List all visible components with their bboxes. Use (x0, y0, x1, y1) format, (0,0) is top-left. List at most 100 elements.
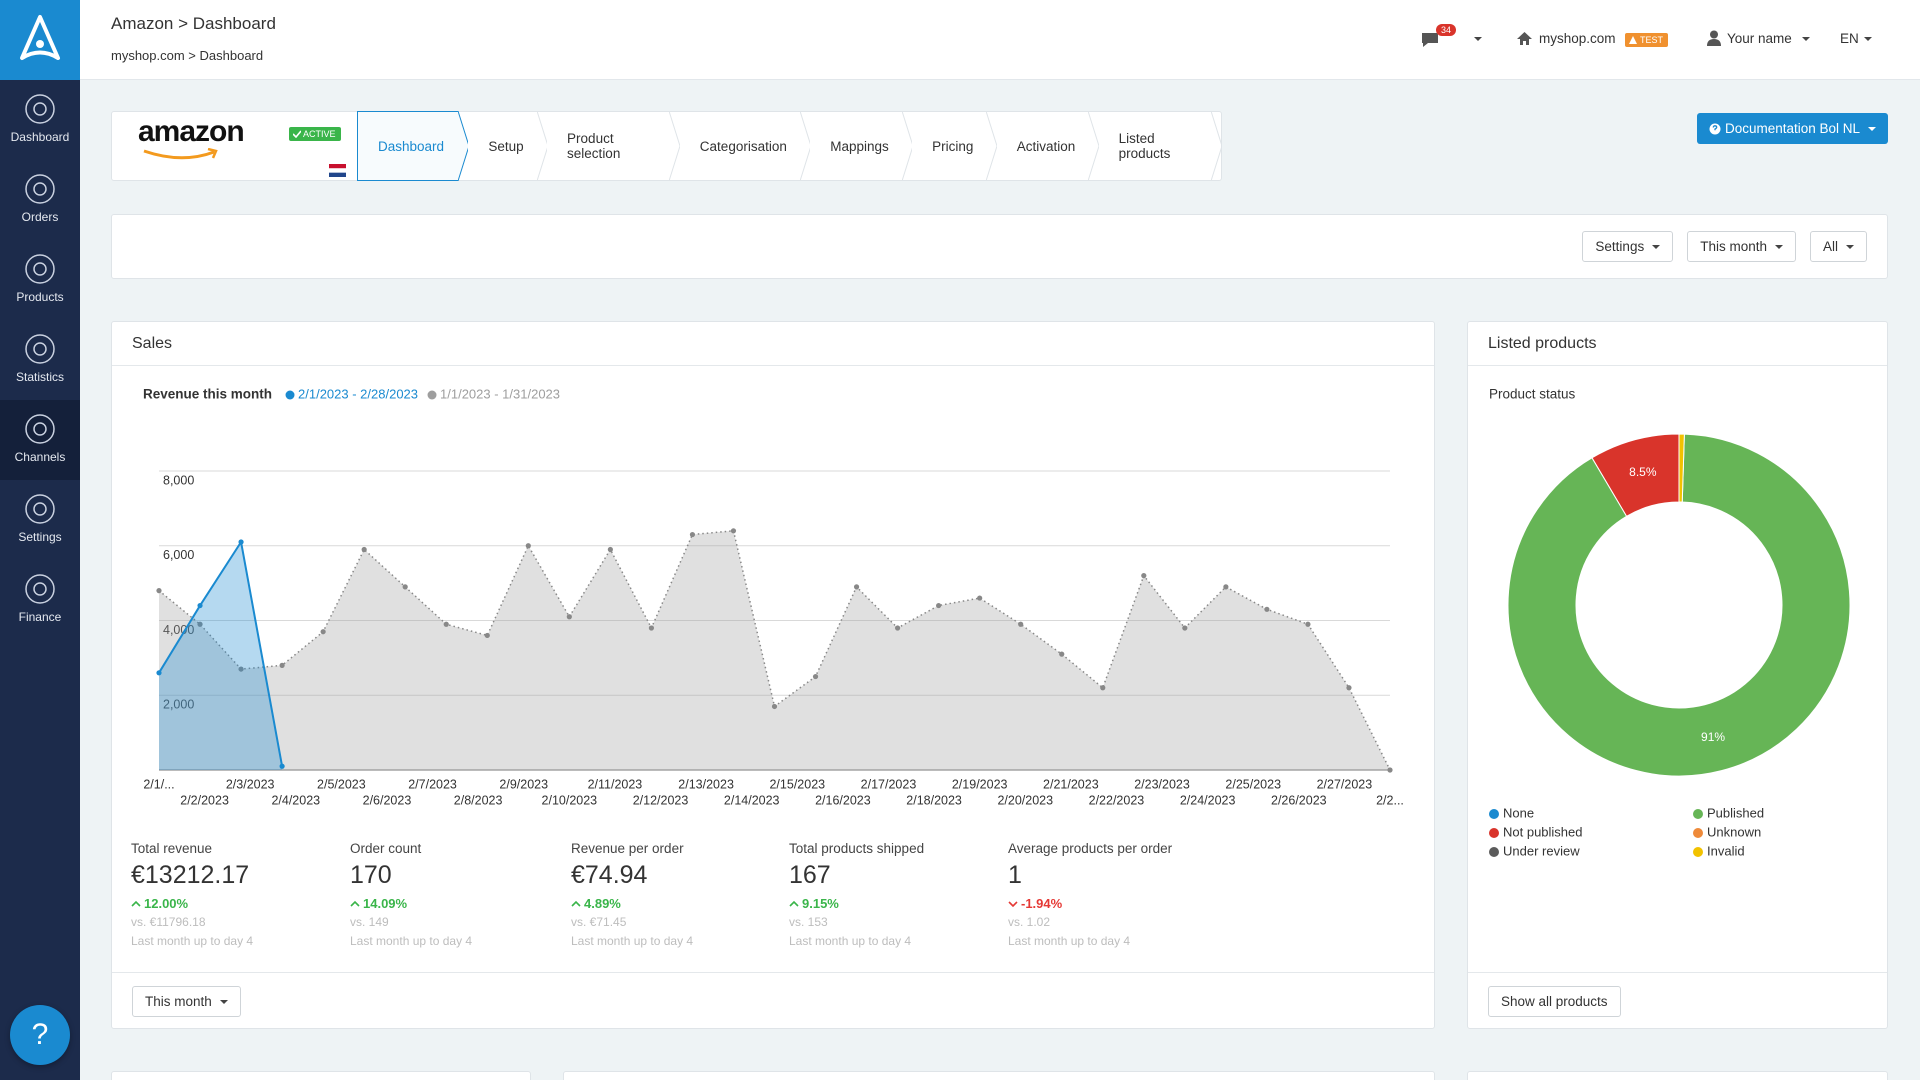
icon-ring (25, 174, 55, 204)
icon-core (33, 342, 47, 356)
nav-icon (25, 254, 55, 284)
kpi-value: €13212.17 (131, 861, 250, 889)
legend-label[interactable]: Not published (1503, 824, 1583, 839)
nav-label: Channels (14, 450, 66, 464)
tab-separator (901, 111, 913, 181)
icon-ring (25, 254, 55, 284)
smile-curve (143, 149, 215, 160)
data-point (279, 662, 285, 668)
nav-icon (25, 174, 55, 204)
user-body (1707, 39, 1721, 46)
flag-nl (329, 164, 346, 177)
data-point (895, 625, 901, 631)
kpi-comparison: vs. 149 (350, 915, 389, 929)
shop-name[interactable]: myshop.com (1539, 31, 1616, 46)
filter-button[interactable]: This month (1687, 231, 1796, 262)
x-tick-label: 2/11/2023 (588, 777, 643, 791)
card-title: Sales (132, 335, 173, 352)
nav-item[interactable]: Statistics (0, 320, 80, 400)
logo[interactable] (0, 0, 80, 80)
data-point (156, 670, 162, 676)
slice-label: 91% (1701, 730, 1725, 744)
icon-ring (25, 94, 55, 124)
help-button[interactable]: ? (10, 1005, 70, 1065)
y-tick-label: 8,000 (163, 473, 194, 487)
chevron (536, 111, 548, 181)
trend-arrow (350, 900, 360, 907)
page-title: Amazon > Dashboard (111, 14, 276, 33)
kpi-value: 167 (789, 861, 831, 889)
tab[interactable]: Mappings (830, 138, 889, 154)
x-tick-label: 2/17/2023 (861, 777, 917, 791)
trend-arrow (1008, 901, 1018, 908)
tab[interactable]: Setup (488, 138, 524, 154)
legend-label[interactable]: 1/1/2023 - 1/31/2023 (440, 386, 560, 401)
caret (1864, 37, 1872, 41)
legend-label[interactable]: Published (1707, 805, 1764, 820)
legend-label[interactable]: None (1503, 805, 1534, 820)
icon-ring (25, 414, 55, 444)
nav-icon (25, 494, 55, 524)
filter-card: Settings This month All (111, 214, 1888, 279)
nav-item[interactable]: Channels (0, 400, 80, 480)
logo-smile (143, 148, 218, 160)
kpi-value: 1 (1008, 861, 1022, 889)
smile-arrow (207, 148, 218, 159)
caret (1774, 244, 1783, 249)
icon-core (33, 102, 47, 116)
sales-chart: Revenue this month 2/1/2023 - 2/28/2023 1/… (143, 386, 1404, 807)
tab[interactable]: Pricing (932, 138, 974, 154)
flag-white (329, 168, 346, 173)
language[interactable]: EN (1840, 31, 1859, 46)
tab[interactable]: Dashboard (357, 111, 459, 181)
breadcrumb[interactable]: myshop.com > Dashboard (111, 48, 264, 63)
x-tick-label: 2/2... (1376, 793, 1404, 807)
x-tick-label: 2/6/2023 (363, 793, 412, 807)
legend-label[interactable]: Invalid (1707, 843, 1745, 858)
tab[interactable]: Listed products (1118, 131, 1171, 161)
chart-title: Revenue this month (143, 387, 272, 402)
nav-label: Statistics (15, 370, 64, 384)
caret (1868, 126, 1877, 131)
nav-item[interactable]: Finance (0, 560, 80, 640)
nav-item[interactable]: Products (0, 240, 80, 320)
nav-icon (25, 414, 55, 444)
nav-label: Orders (21, 210, 59, 224)
nav-label: Products (16, 290, 64, 304)
show-all-button[interactable]: Show all products (1488, 986, 1621, 1017)
icon-core (33, 582, 47, 596)
x-tick-label: 2/23/2023 (1134, 777, 1190, 791)
documentation-button[interactable]: Documentation Bol NL (1697, 113, 1888, 144)
divider (1468, 365, 1887, 366)
legend-label[interactable]: Under review (1503, 843, 1580, 858)
filter-button[interactable]: Settings (1582, 231, 1674, 262)
user-name[interactable]: Your name (1727, 31, 1792, 46)
x-tick-label: 2/2/2023 (180, 793, 229, 807)
tab[interactable]: Categorisation (699, 138, 787, 154)
nav-item[interactable]: Settings (0, 480, 80, 560)
x-tick-label: 2/18/2023 (906, 793, 962, 807)
header (80, 0, 1920, 80)
data-point (1346, 685, 1352, 691)
legend-label[interactable]: Unknown (1707, 824, 1761, 839)
help-mark (1712, 124, 1718, 130)
period-button[interactable]: This month (132, 986, 241, 1017)
kpi-change-text: 4.89% (584, 896, 621, 911)
kpi-note: Last month up to day 4 (131, 934, 254, 948)
tab-separator (458, 111, 469, 181)
kpi-label: Order count (350, 841, 422, 856)
filter-text: All (1822, 239, 1838, 254)
filter-button[interactable]: All (1809, 231, 1867, 262)
nav-item[interactable]: Orders (0, 160, 80, 240)
chat-icon[interactable] (1420, 31, 1440, 49)
data-point (238, 666, 244, 672)
trend-arrow (789, 900, 799, 907)
kpi-label: Total revenue (131, 841, 213, 856)
chevron (986, 111, 997, 181)
tab[interactable]: Product selection (567, 131, 621, 161)
legend-label[interactable]: 2/1/2023 - 2/28/2023 (298, 386, 418, 401)
tab[interactable]: Activation (1016, 138, 1076, 154)
nav-item[interactable]: Dashboard (0, 80, 80, 160)
caret (1474, 37, 1482, 41)
x-tick-label: 2/12/2023 (633, 793, 689, 807)
